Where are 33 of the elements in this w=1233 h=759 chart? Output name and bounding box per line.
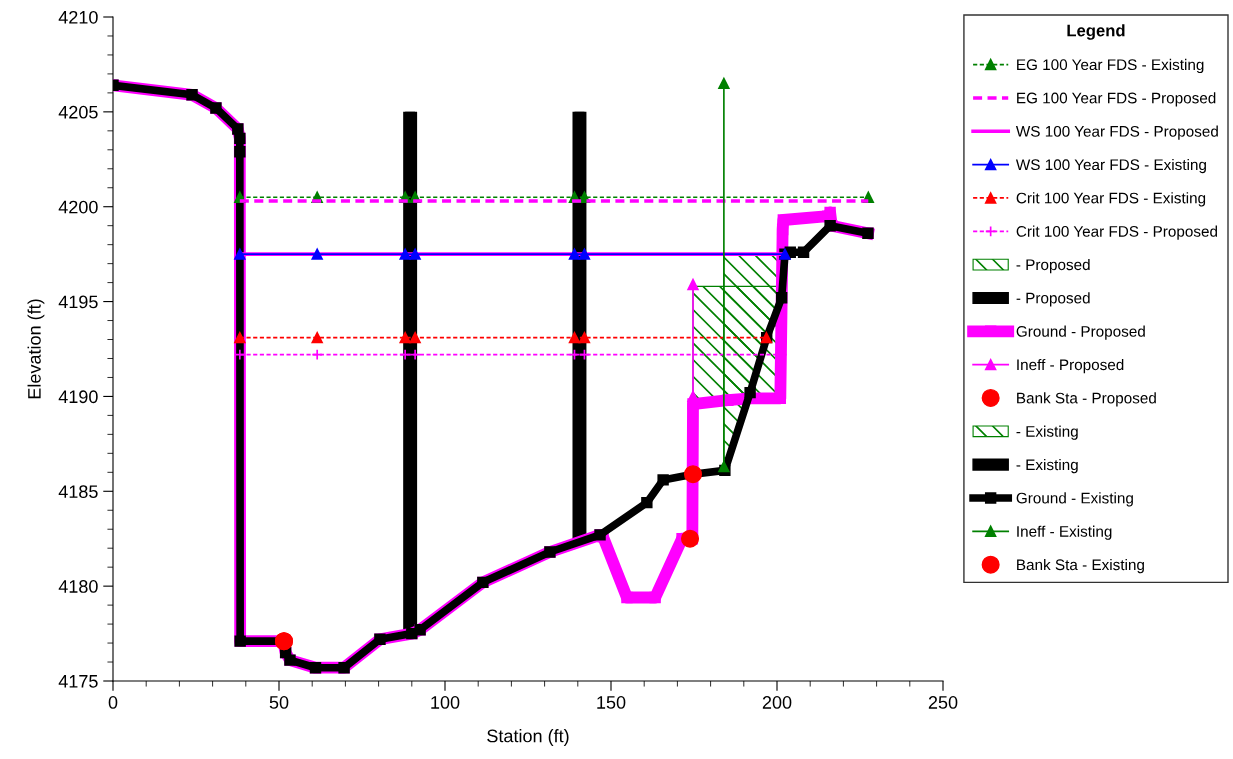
legend-label: - Proposed xyxy=(1016,258,1090,274)
legend-label: Ineff - Proposed xyxy=(1017,358,1124,374)
legend-label: - Existing xyxy=(1016,458,1078,474)
y-tick-label: 4180 xyxy=(58,580,98,593)
y-tick-label: 4175 xyxy=(58,675,98,688)
x-tick-label: 50 xyxy=(269,696,289,709)
y-tick-label: 4200 xyxy=(58,200,98,214)
legend-label: - Proposed xyxy=(1016,292,1090,307)
x-tick-label: 250 xyxy=(928,696,958,709)
x-tick-label: 0 xyxy=(108,696,118,709)
legend-label: Crit 100 Year FDS - Proposed xyxy=(1016,225,1218,240)
legend-label: WS 100 Year FDS - Proposed xyxy=(1015,125,1218,140)
legend-label: - Existing xyxy=(1016,425,1078,440)
legend-label: Ground - Proposed xyxy=(1016,325,1145,340)
x-tick-label: 200 xyxy=(762,696,792,709)
legend-label: Bank Sta - Proposed xyxy=(1017,392,1156,407)
y-tick-label: 4195 xyxy=(58,295,98,309)
y-tick-label: 4185 xyxy=(58,485,98,499)
x-tick-label: 100 xyxy=(431,696,460,709)
legend-label: Ineff - Existing xyxy=(1017,525,1112,540)
y-tick-label: 4205 xyxy=(58,105,98,119)
y-axis-title: Elevation (ft) xyxy=(27,299,45,399)
legend-label: Crit 100 Year FDS - Existing xyxy=(1016,192,1206,207)
x-axis-title: Station (ft) xyxy=(487,729,569,746)
legend-label: EG 100 Year FDS - Existing xyxy=(1017,58,1204,74)
x-tick-label: 150 xyxy=(597,696,626,709)
y-tick-label: 4210 xyxy=(58,10,98,24)
legend-label: EG 100 Year FDS - Proposed xyxy=(1017,92,1216,107)
legend-title: Legend xyxy=(1067,24,1125,40)
legend-label: Bank Sta - Existing xyxy=(1017,558,1144,574)
legend-label: Ground - Existing xyxy=(1016,492,1133,507)
legend-label: WS 100 Year FDS - Existing xyxy=(1015,158,1206,174)
y-tick-label: 4190 xyxy=(58,390,98,404)
